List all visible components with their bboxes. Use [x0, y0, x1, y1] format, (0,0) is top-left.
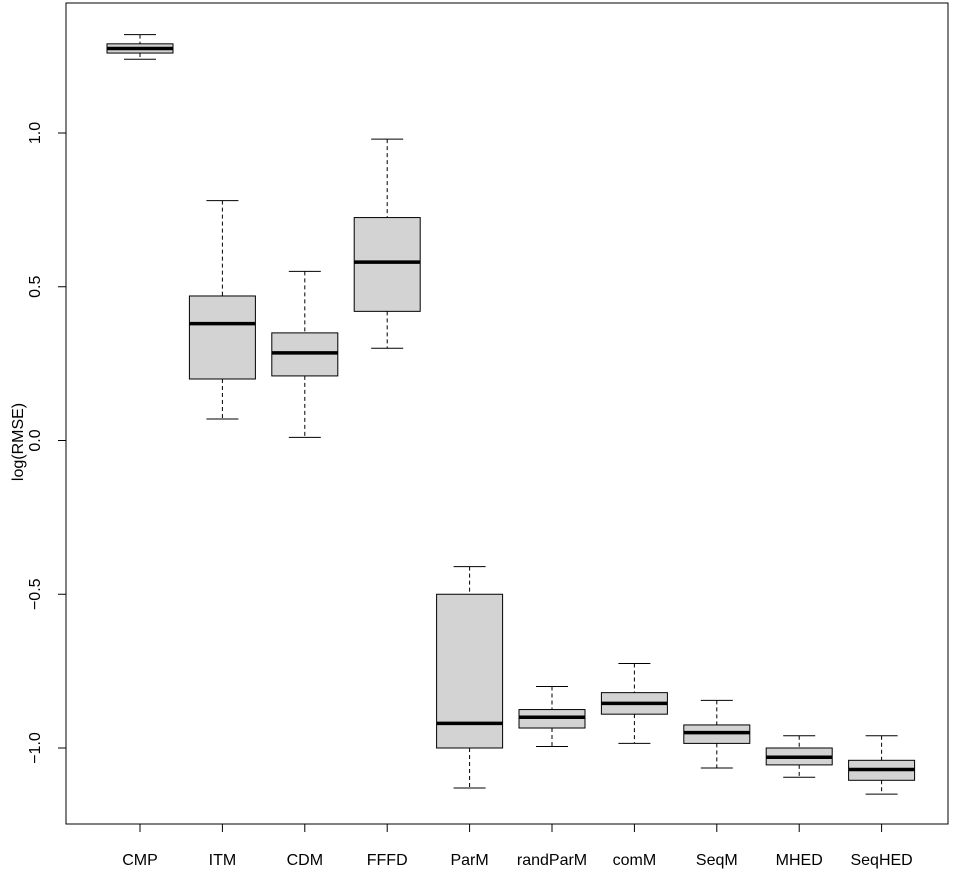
- plot-frame: [65, 2, 949, 825]
- boxes-group: [106, 34, 916, 795]
- x-tick-label: SeqM: [696, 852, 738, 869]
- x-tick-label: CMP: [122, 852, 158, 869]
- box-seqm: [683, 699, 751, 769]
- x-tick-label: comM: [613, 852, 657, 869]
- x-tick-label: randParM: [517, 852, 587, 869]
- x-axis: CMP ITM CDM FFFD ParM randParM comM SeqM MHED Seq…: [122, 823, 913, 869]
- box-fffd: [353, 138, 421, 349]
- box-cdm: [271, 270, 339, 438]
- y-tick-label: 0.5: [27, 276, 44, 298]
- box-mhed: [765, 735, 833, 778]
- x-tick-label: ITM: [209, 852, 237, 869]
- x-tick-label: FFFD: [367, 852, 408, 869]
- y-tick-label: −0.5: [27, 578, 44, 610]
- y-tick-label: 1.0: [27, 122, 44, 144]
- iqr-box: [353, 217, 421, 312]
- x-tick-label: SeqHED: [850, 852, 912, 869]
- iqr-box: [188, 295, 256, 380]
- x-tick-label: MHED: [776, 852, 823, 869]
- y-axis: −1.0 −0.5 0.0 0.5 1.0: [27, 122, 67, 764]
- box-comm: [600, 662, 668, 744]
- box-itm: [188, 200, 256, 420]
- box-randparm: [518, 686, 586, 747]
- y-tick-label: 0.0: [27, 429, 44, 451]
- box-seqhed: [848, 735, 916, 795]
- x-tick-label: ParM: [450, 852, 488, 869]
- y-tick-label: −1.0: [27, 732, 44, 764]
- y-axis-label: log(RMSE): [10, 403, 27, 481]
- x-tick-label: CDM: [287, 852, 323, 869]
- box-parm: [436, 566, 504, 789]
- box-cmp: [106, 34, 174, 60]
